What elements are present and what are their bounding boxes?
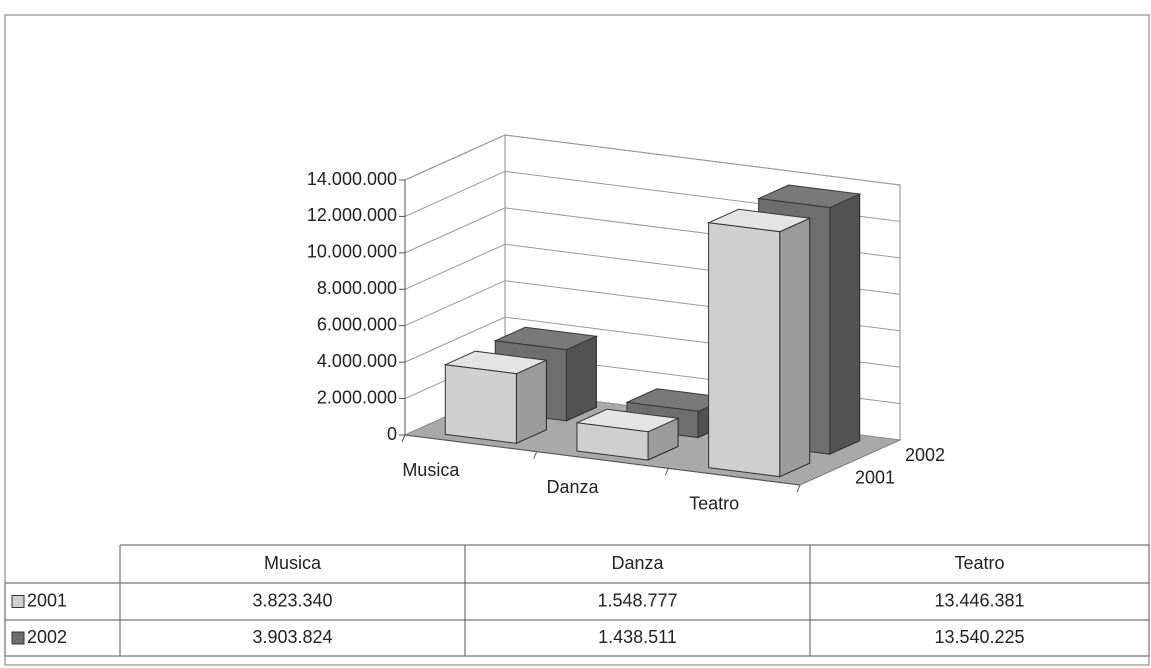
legend-label: 2001 [27, 590, 67, 610]
bar-side [779, 217, 811, 478]
x-tick-label: Danza [546, 477, 599, 497]
bar-side [515, 359, 547, 445]
tick-mark [664, 468, 669, 476]
table-header: Danza [611, 553, 664, 573]
table-cell: 3.903.824 [252, 627, 332, 647]
table-cell: 13.446.381 [934, 590, 1024, 610]
y-tick-label: 8.000.000 [317, 278, 397, 298]
y-tick-label: 4.000.000 [317, 351, 397, 371]
table-header: Teatro [954, 553, 1004, 573]
x-tick-label: Teatro [689, 493, 739, 513]
legend-swatch [11, 595, 25, 608]
y-tick-label: 10.000.000 [307, 242, 397, 262]
y-tick-label: 14.000.000 [307, 169, 397, 189]
tick-mark [533, 451, 538, 459]
table-cell: 1.438.511 [598, 627, 677, 647]
grid-line [404, 134, 901, 186]
table-header: Musica [264, 553, 322, 573]
bar-front [576, 422, 649, 461]
depth-label: 2002 [905, 445, 945, 465]
tick-mark [401, 434, 406, 443]
legend-label: 2002 [27, 627, 67, 647]
bar-front [444, 364, 517, 444]
y-tick-label: 12.000.000 [307, 205, 397, 225]
table-cell: 3.823.340 [252, 590, 332, 610]
y-tick-label: 0 [387, 424, 397, 444]
y-tick-label: 6.000.000 [317, 314, 397, 334]
bar-side [565, 335, 597, 422]
depth-label: 2001 [855, 468, 895, 488]
x-axis [404, 434, 801, 486]
table-cell: 13.540.225 [934, 627, 1024, 647]
tick-mark [796, 484, 801, 493]
bar-front [708, 222, 781, 478]
y-tick-label: 2.000.000 [317, 387, 397, 407]
table-cell: 1.548.777 [597, 590, 677, 610]
x-tick-label: Musica [402, 460, 460, 480]
legend-swatch [11, 631, 25, 645]
bar-side [829, 193, 861, 455]
